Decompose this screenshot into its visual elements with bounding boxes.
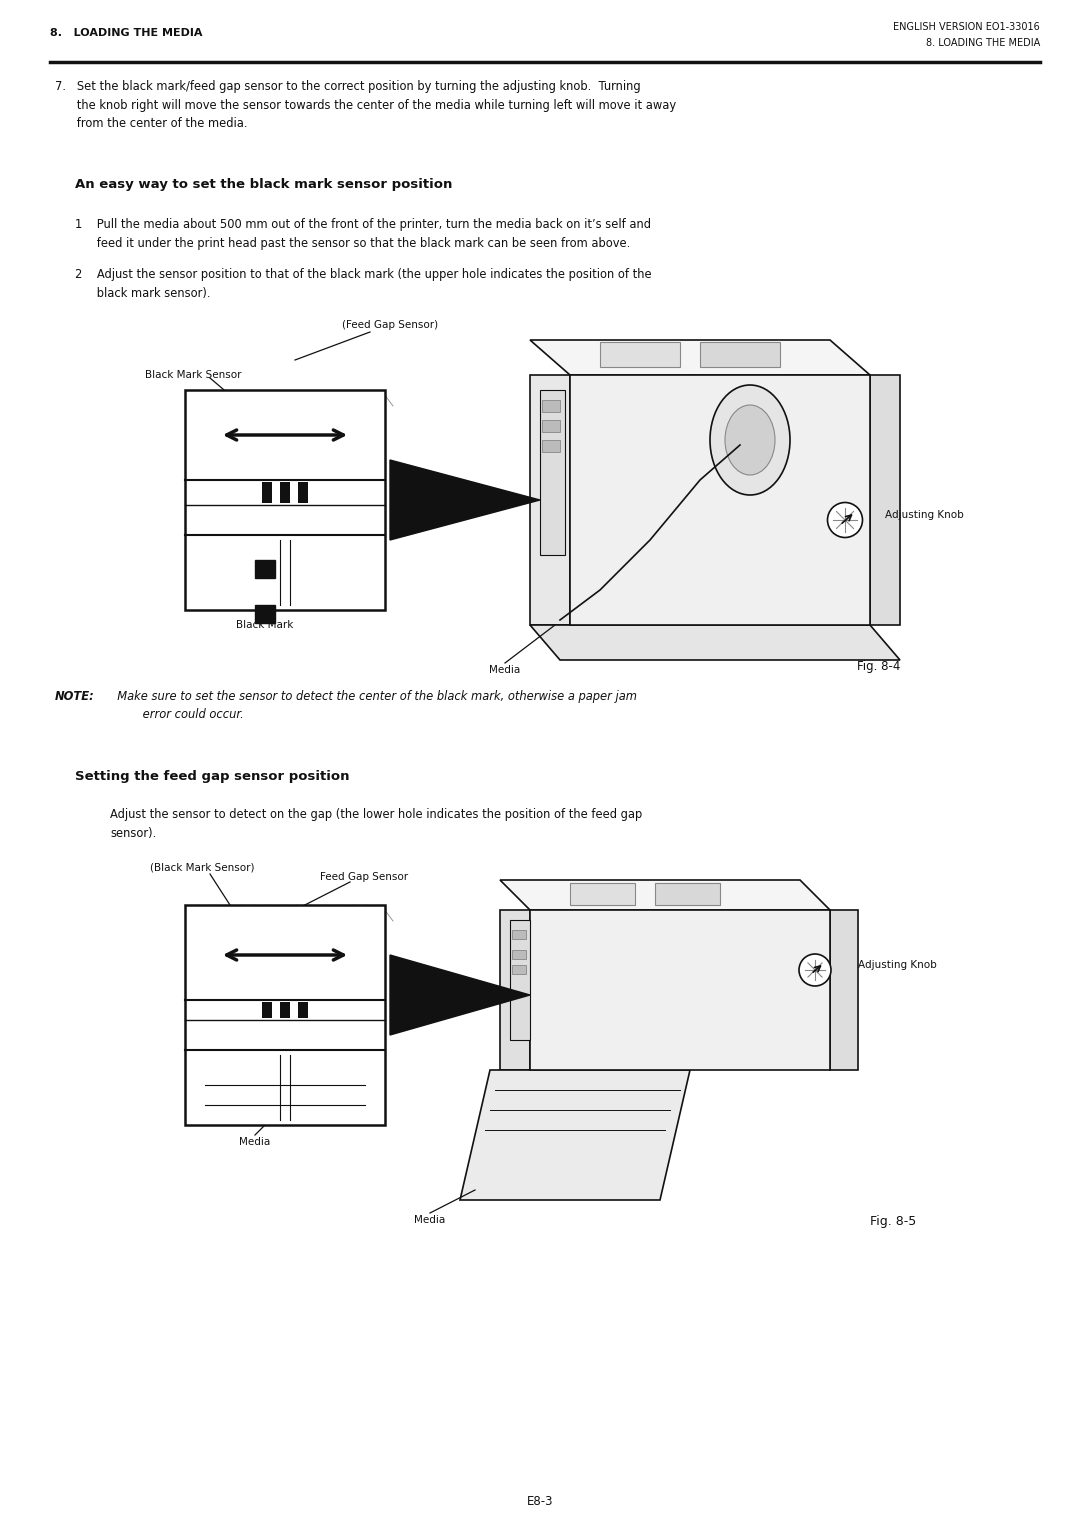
Bar — [280, 482, 291, 503]
Bar — [262, 1002, 272, 1019]
Text: (Black Mark Sensor): (Black Mark Sensor) — [150, 862, 255, 872]
Polygon shape — [540, 390, 565, 555]
Text: Adjusting Knob: Adjusting Knob — [858, 961, 936, 970]
Text: Adjust the sensor to detect on the gap (the lower hole indicates the position of: Adjust the sensor to detect on the gap (… — [110, 808, 643, 839]
Bar — [255, 605, 275, 624]
Polygon shape — [570, 375, 870, 625]
Text: Feed Gap Sensor: Feed Gap Sensor — [320, 872, 408, 881]
Bar — [570, 883, 635, 904]
Text: An easy way to set the black mark sensor position: An easy way to set the black mark sensor… — [75, 178, 453, 191]
Bar — [298, 482, 308, 503]
Ellipse shape — [725, 406, 775, 474]
Text: Fig. 8-4: Fig. 8-4 — [856, 660, 900, 673]
Bar — [512, 965, 526, 974]
Text: Fig. 8-5: Fig. 8-5 — [870, 1215, 916, 1228]
Bar — [280, 1002, 291, 1019]
Polygon shape — [510, 920, 530, 1040]
Polygon shape — [530, 340, 870, 375]
Text: Adjusting Knob: Adjusting Knob — [885, 509, 963, 520]
Text: 1    Pull the media about 500 mm out of the front of the printer, turn the media: 1 Pull the media about 500 mm out of the… — [75, 218, 651, 250]
Text: Make sure to set the sensor to detect the center of the black mark, otherwise a : Make sure to set the sensor to detect th… — [110, 689, 637, 721]
Bar — [255, 560, 275, 578]
Polygon shape — [530, 375, 570, 625]
Bar — [600, 342, 680, 368]
Text: 2    Adjust the sensor position to that of the black mark (the upper hole indica: 2 Adjust the sensor position to that of … — [75, 268, 651, 299]
Bar — [512, 930, 526, 939]
Bar — [262, 482, 272, 503]
Text: Black Mark Sensor: Black Mark Sensor — [145, 371, 242, 380]
Bar — [298, 1002, 308, 1019]
Text: 8. LOADING THE MEDIA: 8. LOADING THE MEDIA — [926, 38, 1040, 47]
Text: E8-3: E8-3 — [527, 1494, 553, 1508]
Text: Media: Media — [240, 1138, 271, 1147]
Text: Media: Media — [489, 665, 521, 676]
Text: NOTE:: NOTE: — [55, 689, 95, 703]
Bar — [542, 441, 561, 451]
Text: ENGLISH VERSION EO1-33016: ENGLISH VERSION EO1-33016 — [893, 21, 1040, 32]
Polygon shape — [530, 625, 900, 660]
Bar — [512, 950, 526, 959]
Text: Media: Media — [415, 1215, 446, 1225]
Polygon shape — [460, 1071, 690, 1200]
Text: Setting the feed gap sensor position: Setting the feed gap sensor position — [75, 770, 350, 782]
Bar — [654, 883, 720, 904]
Ellipse shape — [799, 955, 831, 987]
Text: Black Mark: Black Mark — [237, 621, 294, 630]
Polygon shape — [390, 955, 530, 1035]
Polygon shape — [500, 880, 831, 910]
Text: (Feed Gap Sensor): (Feed Gap Sensor) — [342, 320, 438, 329]
Text: 7.   Set the black mark/feed gap sensor to the correct position by turning the a: 7. Set the black mark/feed gap sensor to… — [55, 79, 676, 130]
Bar — [185, 390, 384, 610]
Bar — [700, 342, 780, 368]
Bar — [185, 904, 384, 1125]
Polygon shape — [500, 910, 530, 1071]
Ellipse shape — [710, 384, 789, 496]
Polygon shape — [530, 910, 831, 1071]
Bar — [831, 910, 858, 1071]
Bar — [542, 419, 561, 432]
Text: 8.   LOADING THE MEDIA: 8. LOADING THE MEDIA — [50, 27, 203, 38]
Polygon shape — [390, 461, 540, 540]
Ellipse shape — [827, 503, 863, 537]
Bar — [870, 375, 900, 625]
Bar — [542, 400, 561, 412]
